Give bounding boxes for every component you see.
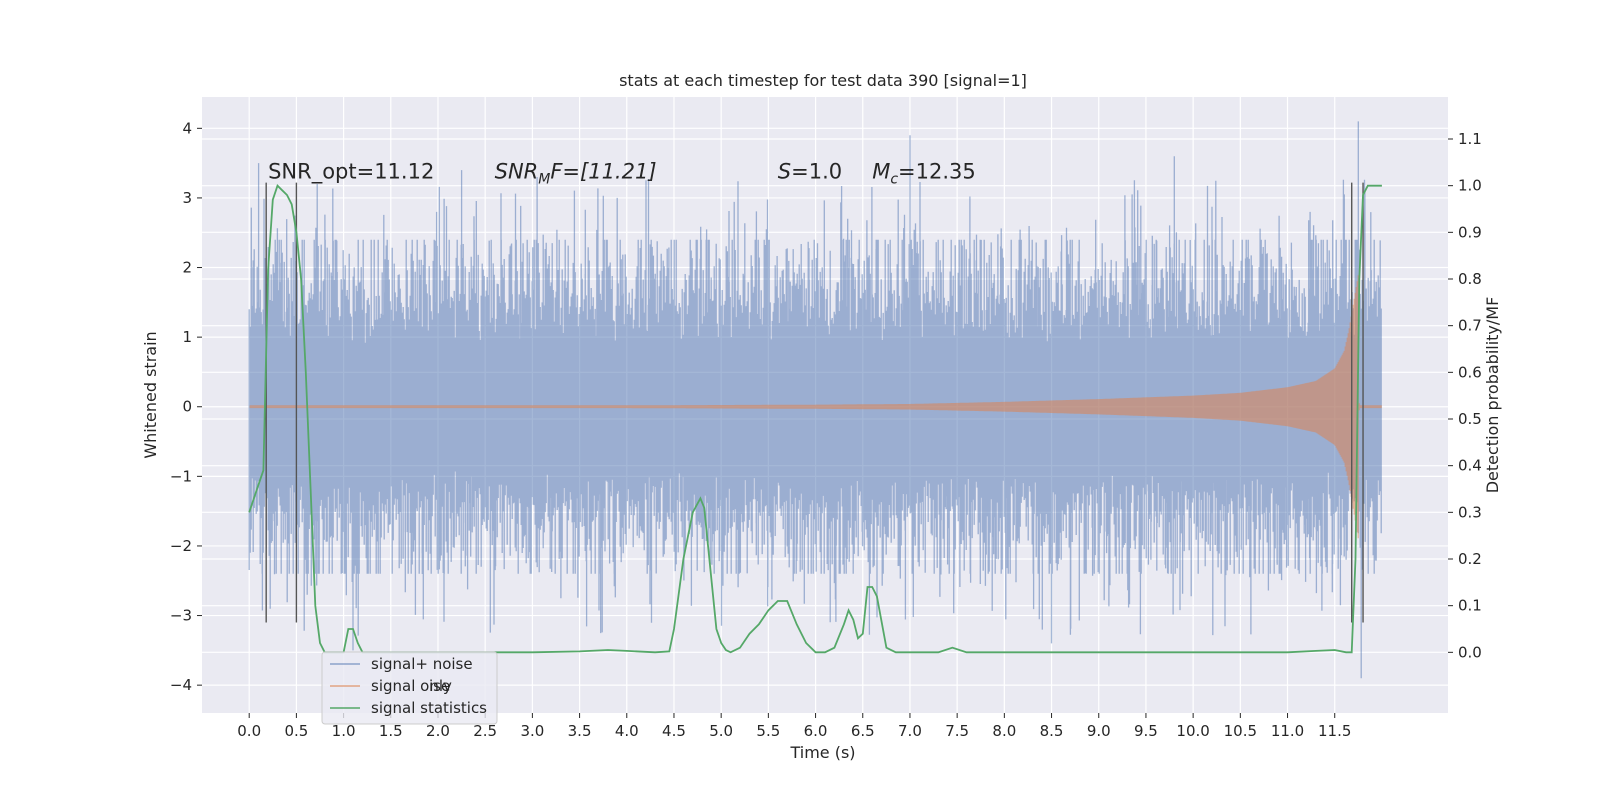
y2-axis-ticks: 0.0 0.1 0.2 0.3 0.4 0.5 0.6 0.7 0.8 0.9 1.0 1.1: [1448, 130, 1482, 661]
x-tick-label-18: 9.0: [1087, 722, 1111, 740]
y-tick-label-5: 1: [182, 328, 192, 346]
legend-label-signal-statistics: signal statistics: [371, 699, 487, 717]
y2-tick-label-5: 0.5: [1458, 410, 1482, 428]
annotation-chirp-mass: Mc=12.35: [872, 160, 976, 188]
y2-tick-label-4: 0.4: [1458, 457, 1482, 475]
y2-tick-label-2: 0.2: [1458, 550, 1482, 568]
x-tick-label-5: 2.5: [473, 722, 497, 740]
y-tick-label-1: −3: [170, 607, 192, 625]
y-axis-label: Whitened strain: [141, 331, 160, 458]
y2-tick-label-3: 0.3: [1458, 503, 1482, 521]
x-tick-label-8: 4.0: [615, 722, 639, 740]
y2-tick-label-1: 0.1: [1458, 597, 1482, 615]
y-tick-label-2: −2: [170, 537, 192, 555]
y2-tick-label-0: 0.0: [1458, 643, 1482, 661]
series-signal-statistics: [248, 184, 1382, 654]
x-tick-label-7: 3.5: [568, 722, 592, 740]
signal-only-trace: [249, 275, 1382, 539]
series-signal-only: [249, 275, 1382, 539]
x-tick-label-15: 7.5: [945, 722, 969, 740]
y2-tick-label-11: 1.1: [1458, 130, 1482, 148]
annotation-snr-opt: SNR_opt=11.12: [268, 160, 434, 185]
x-axis-label: Time (s): [789, 743, 855, 762]
vertical-markers: [265, 182, 1364, 623]
x-axis-ticks: 0.0 0.5 1.0 1.5 2.0 2.5 3.0 3.5 4.0 4.5 5.0 5.5 6.0 6…: [237, 713, 1351, 740]
y2-axis-label: Detection probability/MF: [1483, 297, 1502, 494]
x-tick-label-9: 4.5: [662, 722, 686, 740]
legend: ise signal+ noise signal only signal sta…: [321, 651, 498, 725]
x-tick-label-17: 8.5: [1040, 722, 1064, 740]
y-tick-label-8: 4: [182, 119, 192, 137]
x-tick-label-0: 0.0: [237, 722, 261, 740]
x-tick-label-20: 10.0: [1176, 722, 1209, 740]
y-tick-label-3: −1: [170, 467, 192, 485]
y2-tick-label-10: 1.0: [1458, 177, 1482, 195]
x-tick-label-23: 11.5: [1318, 722, 1351, 740]
y-tick-label-6: 2: [182, 259, 192, 277]
x-tick-label-4: 2.0: [426, 722, 450, 740]
x-tick-label-2: 1.0: [332, 722, 356, 740]
annotations: SNR_opt=11.12 SNRMF=[11.21] S=1.0 Mc=12.…: [268, 160, 976, 188]
chart-title: stats at each timestep for test data 390…: [619, 71, 1027, 90]
x-tick-label-16: 8.0: [992, 722, 1016, 740]
x-tick-label-19: 9.5: [1134, 722, 1158, 740]
legend-label-signal-noise: signal+ noise: [371, 655, 473, 673]
annotation-snr-mf: SNRMF=[11.21]: [495, 160, 657, 188]
y2-tick-label-9: 0.9: [1458, 223, 1482, 241]
x-tick-label-6: 3.0: [520, 722, 544, 740]
x-tick-label-12: 6.0: [804, 722, 828, 740]
y2-tick-label-6: 0.6: [1458, 363, 1482, 381]
x-tick-label-11: 5.5: [756, 722, 780, 740]
annotation-statistic-s: S=1.0: [778, 160, 842, 184]
y-tick-label-4: 0: [182, 398, 192, 416]
x-tick-label-21: 10.5: [1224, 722, 1257, 740]
x-tick-label-14: 7.0: [898, 722, 922, 740]
x-tick-label-3: 1.5: [379, 722, 403, 740]
legend-label-signal-only: signal only: [371, 677, 452, 695]
x-tick-label-1: 0.5: [284, 722, 308, 740]
x-tick-label-22: 11.0: [1271, 722, 1304, 740]
y2-tick-label-7: 0.7: [1458, 317, 1482, 335]
y-tick-label-7: 3: [182, 189, 192, 207]
legend-box: [321, 651, 498, 725]
legend-ghost-text: ise: [429, 677, 450, 695]
y2-tick-label-8: 0.8: [1458, 270, 1482, 288]
y-tick-label-0: −4: [170, 676, 192, 694]
y-axis-ticks: −4 −3 −2 −1 0 1 2 3 4: [170, 119, 202, 694]
signal-statistics-line: [248, 184, 1382, 654]
x-tick-label-13: 6.5: [851, 722, 875, 740]
x-tick-label-10: 5.0: [709, 722, 733, 740]
